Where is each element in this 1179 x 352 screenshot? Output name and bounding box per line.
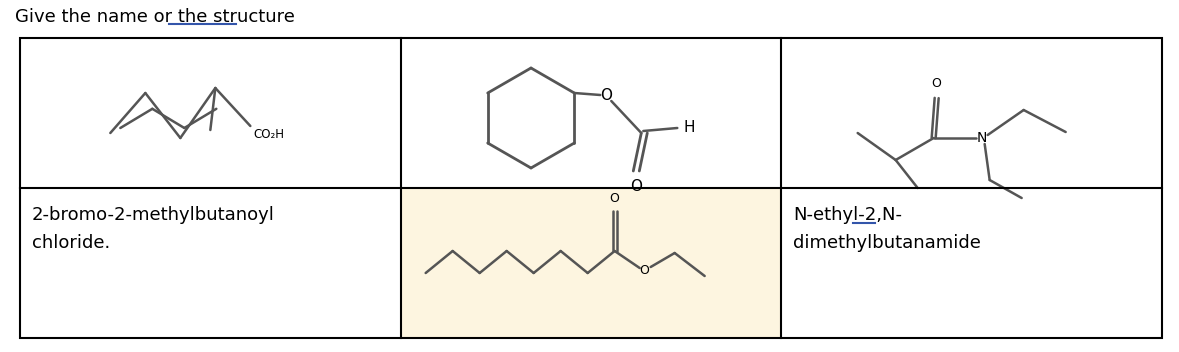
Text: H: H: [684, 120, 694, 136]
Text: dimethylbutanamide: dimethylbutanamide: [793, 234, 981, 252]
Text: O: O: [600, 88, 612, 102]
Text: O: O: [610, 192, 620, 205]
Text: O: O: [631, 179, 643, 194]
Text: chloride.: chloride.: [32, 234, 111, 252]
Bar: [20, 38, 1162, 338]
Text: O: O: [640, 264, 650, 277]
Text: O: O: [931, 77, 942, 90]
Bar: [401, 188, 782, 338]
Text: CO₂H: CO₂H: [253, 128, 284, 141]
Text: N-ethyl-2,N-: N-ethyl-2,N-: [793, 206, 902, 224]
Text: Give the name or the structure: Give the name or the structure: [15, 8, 295, 26]
Text: N: N: [976, 131, 987, 145]
Text: 2-bromo-2-methylbutanoyl: 2-bromo-2-methylbutanoyl: [32, 206, 275, 224]
